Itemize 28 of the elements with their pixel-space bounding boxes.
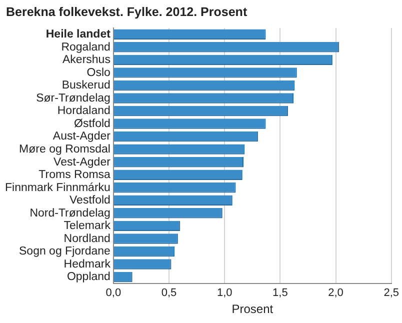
y-tick-label: Finnmark Finnmárku	[4, 182, 110, 194]
y-tick-label: Vest-Agder	[54, 156, 111, 168]
y-tick-label: Oppland	[66, 271, 110, 284]
x-tick-label: 0,5	[161, 287, 177, 300]
y-tick-label: Akershus	[62, 54, 111, 66]
y-tick-label: Nordland	[64, 232, 110, 245]
y-tick-label: Troms Romsa	[38, 169, 112, 182]
y-tick-label: Aust-Agder	[52, 130, 111, 143]
x-tick-label: 2,0	[328, 287, 344, 300]
y-tick-label: Heile landet	[46, 28, 111, 41]
y-tick-label: Møre og Romsdal	[19, 143, 110, 156]
x-tick-label: 1,5	[272, 287, 288, 300]
x-tick-label: 0,0	[106, 287, 122, 300]
y-tick-label: Østfold	[74, 118, 110, 130]
y-tick-label: Sogn og Fjordane	[19, 246, 110, 258]
y-tick-label: Vestfold	[70, 194, 110, 207]
y-tick-label: Telemark	[64, 220, 111, 232]
y-tick-label: Nord-Trøndelag	[30, 207, 110, 220]
x-tick-label: 1,0	[216, 287, 232, 300]
y-tick-label: Oslo	[86, 66, 110, 79]
x-tick-label: 2,5	[384, 287, 400, 300]
y-tick-label: Hordaland	[57, 105, 110, 118]
y-tick-label: Sør-Trøndelag	[36, 92, 110, 104]
y-tick-label: Rogaland	[61, 41, 110, 54]
y-tick-label: Hedmark	[64, 258, 111, 270]
y-tick-label: Buskerud	[62, 80, 110, 92]
x-axis-title: Prosent	[232, 302, 274, 316]
chart-title: Berekna folkevekst. Fylke. 2012. Prosent	[6, 5, 248, 19]
